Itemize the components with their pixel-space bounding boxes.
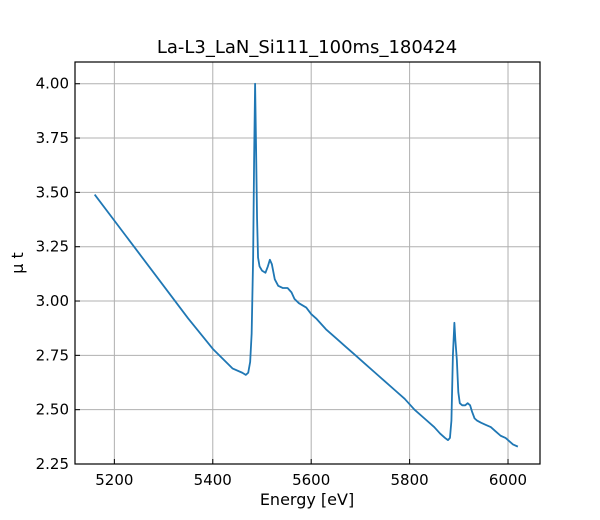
y-axis-label: μ t (8, 252, 27, 274)
ticks: 5200 5400 5600 5800 6000 2.25 2.50 2.75 3.00 3.25… (36, 75, 528, 489)
spectrum-line (93, 82, 519, 448)
x-tick-label: 5600 (292, 471, 330, 489)
plot-frame (74, 61, 541, 465)
y-tick-label: 2.25 (36, 455, 69, 473)
x-tick-label: 5800 (391, 471, 429, 489)
y-tick-label: 3.25 (36, 238, 69, 256)
x-tick-label: 6000 (489, 471, 527, 489)
y-tick-label: 3.50 (36, 183, 69, 201)
series-layer (93, 82, 519, 448)
chart-title: La-L3_LaN_Si111_100ms_180424 (157, 37, 457, 58)
y-tick-label: 2.50 (36, 401, 69, 419)
grid (75, 62, 540, 465)
x-axis-label: Energy [eV] (260, 490, 354, 509)
x-tick-label: 5200 (95, 471, 133, 489)
y-tick-label: 3.00 (36, 292, 69, 310)
x-tick-label: 5400 (194, 471, 232, 489)
y-tick-label: 3.75 (36, 129, 69, 147)
y-tick-label: 4.00 (36, 75, 69, 93)
y-tick-label: 2.75 (36, 346, 69, 364)
